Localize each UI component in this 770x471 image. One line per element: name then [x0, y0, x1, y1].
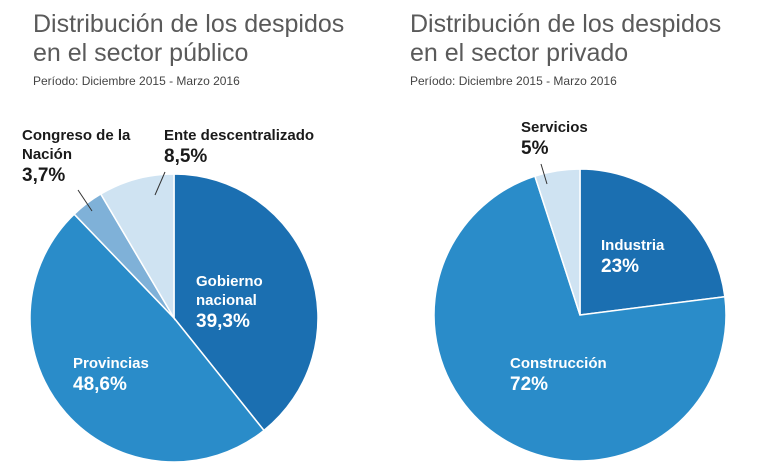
pie-slice-industria — [579, 168, 726, 316]
pie-slice-provincias — [29, 213, 266, 463]
slice-name: Industria — [601, 237, 665, 254]
leader-line-ente — [154, 171, 166, 196]
slice-name: Construcción — [510, 355, 607, 372]
public-sector-pie — [29, 171, 319, 463]
slice-label-congreso: Congreso de la Nación 3,7% — [22, 126, 132, 187]
slice-value: 5% — [521, 138, 549, 159]
pie-slices — [29, 173, 319, 463]
slice-name: Servicios — [521, 119, 588, 136]
pie-slice-construccion — [433, 175, 727, 462]
chart-title: Distribución de los despidos en el secto… — [410, 10, 722, 67]
slice-value: 8,5% — [164, 146, 208, 167]
slice-name: Congreso de la Nación — [22, 127, 131, 163]
slice-name: Provincias — [73, 355, 149, 372]
pie-slices — [433, 168, 727, 462]
pie-slice-gobierno-nacional — [173, 173, 319, 432]
slice-label-industria: Industria 23% — [601, 236, 664, 278]
slice-label-construccion: Construcción 72% — [510, 354, 607, 396]
slice-label-servicios: Servicios 5% — [521, 118, 588, 160]
slice-name: Ente descentralizado — [164, 127, 315, 144]
slice-label-ente: Ente descentralizado 8,5% — [164, 126, 314, 168]
slice-name: Gobierno nacional — [196, 273, 263, 309]
slice-value: 39,3% — [196, 311, 250, 332]
chart-subtitle: Período: Diciembre 2015 - Marzo 2016 — [410, 74, 617, 88]
leader-line-congreso — [77, 189, 93, 212]
pie-slice-servicios — [533, 168, 581, 316]
slice-value: 23% — [601, 256, 640, 277]
slice-label-gobierno-nacional: Gobierno nacional 39,3% — [196, 272, 276, 333]
slice-value: 48,6% — [73, 374, 127, 395]
pie-slice-ente-descentralizado — [99, 173, 175, 321]
chart-title: Distribución de los despidos en el secto… — [33, 10, 345, 67]
leader-line-servicios — [540, 163, 548, 185]
private-sector-chart: Distribución de los despidos en el secto… — [385, 0, 770, 471]
slice-value: 72% — [510, 374, 549, 395]
slice-label-provincias: Provincias 48,6% — [73, 354, 149, 396]
public-sector-chart: Distribución de los despidos en el secto… — [22, 10, 345, 463]
slice-value: 3,7% — [22, 165, 66, 186]
private-sector-pie — [433, 163, 727, 462]
chart-subtitle: Período: Diciembre 2015 - Marzo 2016 — [33, 74, 240, 88]
